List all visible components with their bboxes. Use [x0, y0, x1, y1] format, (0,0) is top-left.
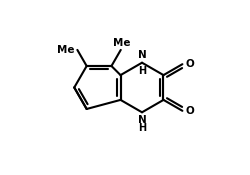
Text: Me: Me — [113, 38, 130, 48]
Text: O: O — [185, 59, 193, 69]
Text: H: H — [138, 123, 145, 133]
Text: N: N — [137, 50, 146, 60]
Text: Me: Me — [57, 45, 74, 55]
Text: O: O — [185, 106, 193, 116]
Text: H: H — [138, 66, 145, 76]
Text: N: N — [137, 115, 146, 125]
